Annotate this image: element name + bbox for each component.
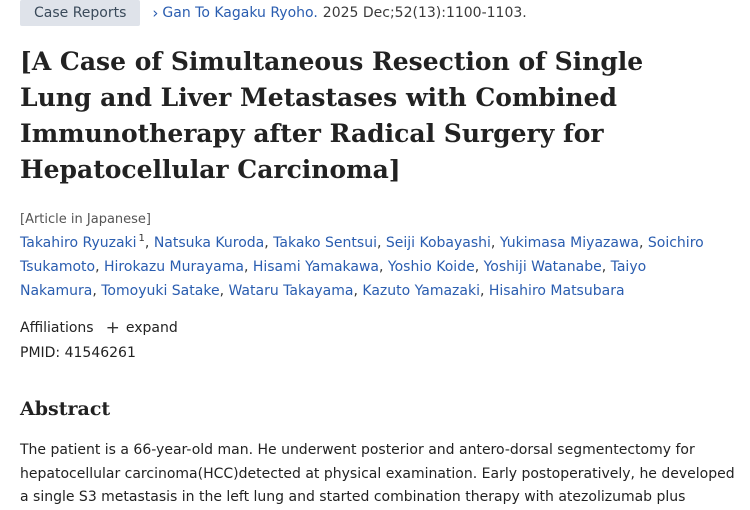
- author-list: Takahiro Ryuzaki 1, Natsuka Kuroda, Takak…: [20, 231, 725, 303]
- abstract-text: The patient is a 66-year-old man. He und…: [20, 442, 735, 505]
- plus-icon[interactable]: +: [105, 318, 120, 338]
- pmid: PMID: 41546261: [20, 345, 136, 361]
- publication-type-badge[interactable]: Case Reports: [20, 0, 141, 26]
- author-separator: ,: [479, 283, 489, 299]
- author-separator: ,: [95, 259, 105, 275]
- author-link[interactable]: Yukimasa Miyazawa: [499, 235, 639, 251]
- author-link[interactable]: Yoshio Koide: [387, 259, 475, 275]
- author-link[interactable]: Hisahiro Matsubara: [488, 283, 625, 299]
- author-separator: ,: [490, 235, 500, 251]
- affiliations-row: Affiliations + expand: [20, 318, 178, 338]
- expand-label[interactable]: expand: [125, 320, 178, 336]
- author-link[interactable]: Tomoyuki Satake: [101, 283, 220, 299]
- author-separator: ,: [353, 283, 363, 299]
- author-link[interactable]: Taiyo Nakamura: [20, 259, 647, 299]
- author-separator: ,: [243, 259, 253, 275]
- author-separator: ,: [144, 235, 154, 251]
- affiliation-number[interactable]: 1: [138, 233, 145, 245]
- author-separator: ,: [92, 283, 102, 299]
- chevron-right-icon[interactable]: ›: [152, 4, 159, 22]
- abstract-heading: Abstract: [20, 398, 111, 420]
- language-note: [Article in Japanese]: [20, 212, 151, 227]
- author-link[interactable]: Takako Sentsui: [273, 235, 377, 251]
- author-link[interactable]: Seiji Kobayashi: [385, 235, 491, 251]
- article-header-bar: Case Reports › Gan To Kagaku Ryoho. 2025…: [20, 0, 527, 26]
- affiliations-label: Affiliations: [20, 320, 94, 336]
- author-link[interactable]: Yoshiji Watanabe: [483, 259, 602, 275]
- author-link[interactable]: Hisami Yamakawa: [252, 259, 380, 275]
- author-separator: ,: [376, 235, 386, 251]
- author-link[interactable]: Wataru Takayama: [228, 283, 354, 299]
- citation-details: 2025 Dec;52(13):1100-1103.: [322, 5, 527, 21]
- journal-citation: › Gan To Kagaku Ryoho. 2025 Dec;52(13):1…: [152, 4, 526, 22]
- author-separator: ,: [601, 259, 611, 275]
- author-link[interactable]: Kazuto Yamazaki: [362, 283, 480, 299]
- affiliations-expand-button[interactable]: + expand: [106, 318, 178, 338]
- author-link[interactable]: Hirokazu Murayama: [104, 259, 244, 275]
- author-separator: ,: [638, 235, 648, 251]
- author-separator: ,: [264, 235, 274, 251]
- author-link[interactable]: Soichiro Tsukamoto: [20, 235, 704, 275]
- author-separator: ,: [474, 259, 484, 275]
- author-link[interactable]: Takahiro Ryuzaki: [20, 235, 137, 251]
- author-separator: ,: [379, 259, 388, 275]
- author-link[interactable]: Natsuka Kuroda: [153, 235, 265, 251]
- journal-name-link[interactable]: Gan To Kagaku Ryoho.: [162, 5, 318, 21]
- article-title: [A Case of Simultaneous Resection of Sin…: [20, 47, 644, 184]
- author-separator: ,: [219, 283, 229, 299]
